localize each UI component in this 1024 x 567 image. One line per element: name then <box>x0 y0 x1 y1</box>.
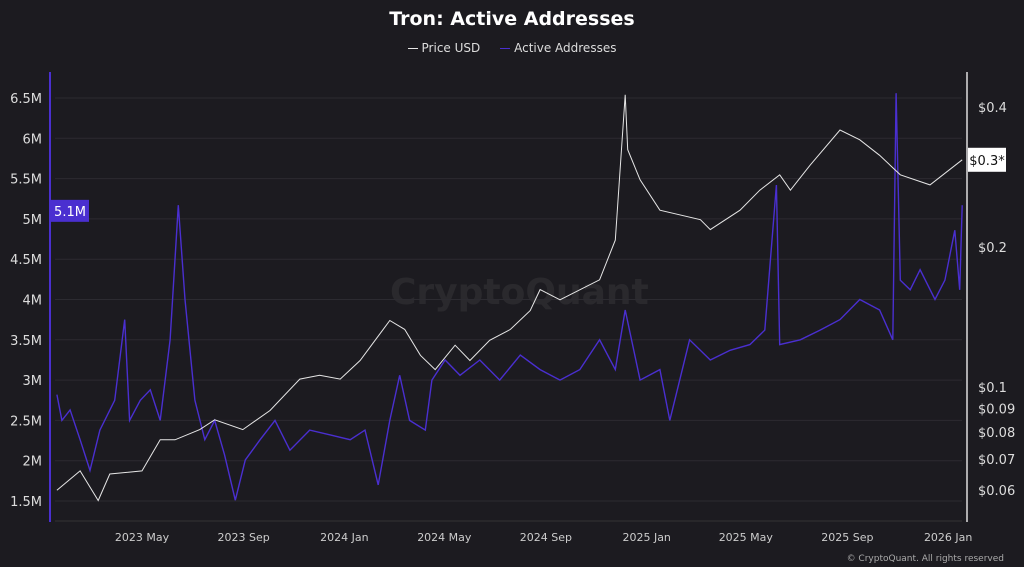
series-line-active-addresses <box>56 93 963 501</box>
legend-swatch-active <box>500 48 511 49</box>
left-tick-label: 4.5M <box>10 253 42 268</box>
legend-label-price: Price USD <box>421 41 481 55</box>
x-tick-label: 2023 Sep <box>217 531 269 544</box>
left-tick-label: 3M <box>23 374 43 389</box>
right-tick-label: $0.08 <box>978 426 1015 441</box>
legend-item-active-addresses[interactable]: Active Addresses <box>500 41 616 55</box>
current-active-label: 5.1M <box>54 205 86 220</box>
left-tick-label: 1.5M <box>10 495 42 510</box>
right-tick-label: $0.1 <box>978 381 1007 396</box>
right-tick-label: $0.09 <box>978 402 1015 417</box>
left-tick-label: 5.5M <box>10 173 42 188</box>
x-tick-label: 2023 May <box>115 531 170 544</box>
current-price-label: $0.3* <box>969 154 1005 169</box>
legend-item-price[interactable]: Price USD <box>407 41 481 55</box>
legend: Price USD Active Addresses <box>0 41 1024 55</box>
x-tick-label: 2024 Jan <box>320 531 368 544</box>
series-line-price-usd <box>56 94 963 502</box>
chart-title: Tron: Active Addresses <box>389 8 635 30</box>
right-tick-label: $0.07 <box>978 453 1015 468</box>
left-tick-label: 2.5M <box>10 414 42 429</box>
copyright-footer: © CryptoQuant. All rights reserved <box>846 554 1004 564</box>
x-tick-label: 2026 Jan <box>924 531 972 544</box>
x-tick-label: 2025 May <box>719 531 774 544</box>
watermark: CryptoQuant <box>390 272 649 313</box>
x-tick-label: 2025 Sep <box>821 531 873 544</box>
current-active-marker <box>51 199 89 222</box>
legend-swatch-price <box>407 48 418 49</box>
left-tick-label: 6.5M <box>10 92 42 107</box>
left-tick-label: 2M <box>23 455 43 470</box>
left-tick-label: 5M <box>23 213 43 228</box>
right-tick-label: $0.2 <box>978 241 1007 256</box>
left-tick-label: 3.5M <box>10 334 42 349</box>
x-tick-label: 2024 Sep <box>520 531 572 544</box>
left-tick-label: 4M <box>23 294 43 309</box>
x-tick-label: 2024 May <box>417 531 472 544</box>
right-tick-label: $0.4 <box>978 101 1007 116</box>
x-tick-label: 2025 Jan <box>622 531 670 544</box>
current-price-marker <box>968 147 1006 172</box>
right-tick-label: $0.06 <box>978 484 1015 499</box>
legend-label-active: Active Addresses <box>514 41 617 55</box>
left-tick-label: 6M <box>23 132 43 147</box>
